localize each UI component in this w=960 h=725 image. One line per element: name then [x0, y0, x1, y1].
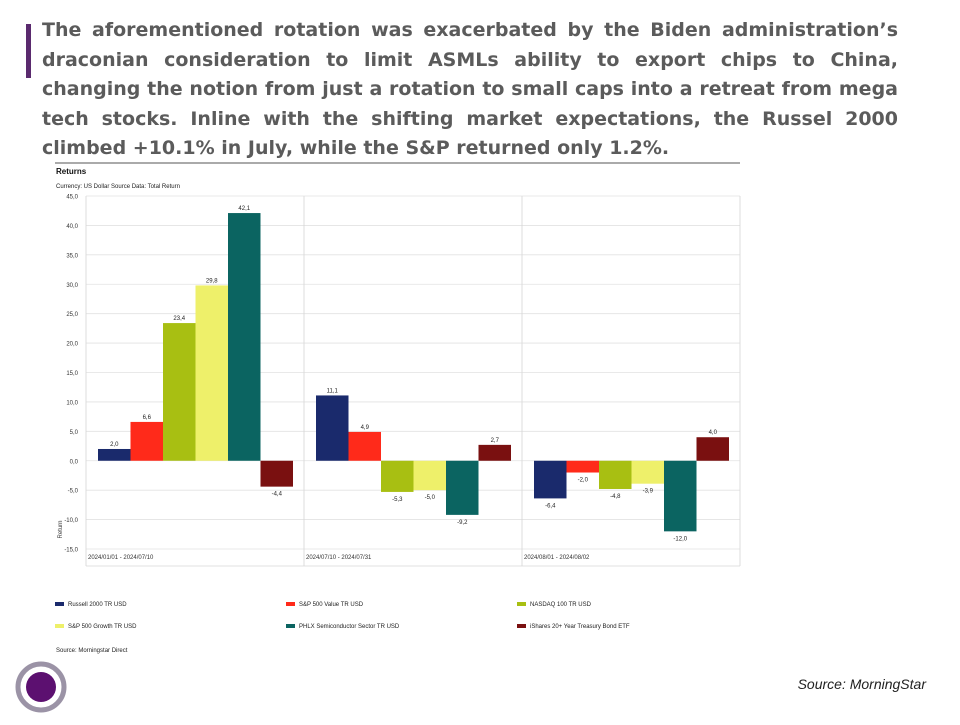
bar — [130, 421, 163, 461]
bar — [664, 460, 697, 532]
bar — [348, 431, 381, 461]
legend-swatch — [517, 602, 526, 606]
data-label: 6,6 — [143, 415, 152, 421]
y-tick-label: 10,0 — [66, 400, 78, 406]
data-label: 29,8 — [206, 278, 218, 284]
legend-label: PHLX Semiconductor Sector TR USD — [299, 624, 400, 630]
bar — [381, 460, 414, 492]
logo-icon — [15, 661, 67, 713]
accent-bar — [26, 24, 31, 78]
y-tick-label: -15,0 — [64, 548, 78, 554]
data-label: -2,0 — [578, 478, 589, 484]
legend-swatch — [286, 624, 295, 628]
bar — [163, 323, 196, 461]
data-label: 11,1 — [327, 388, 339, 394]
data-label: 23,4 — [173, 316, 185, 322]
y-tick-label: 40,0 — [66, 224, 78, 230]
bar — [696, 437, 729, 461]
chart-footnote: Source: Morningstar Direct — [56, 648, 128, 654]
data-label: 2,7 — [491, 438, 500, 444]
legend-label: S&P 500 Value TR USD — [299, 602, 364, 608]
data-label: 4,9 — [361, 425, 370, 431]
y-tick-label: 30,0 — [66, 283, 78, 289]
y-tick-label: 15,0 — [66, 371, 78, 377]
source-note: Source: MorningStar — [797, 676, 926, 692]
bar — [260, 460, 293, 487]
y-tick-label: -5,0 — [68, 489, 79, 495]
chart-subtitle: Currency: US Dollar Source Data: Total R… — [56, 184, 180, 190]
legend-swatch — [286, 602, 295, 606]
bar — [316, 395, 349, 461]
bar — [98, 448, 131, 461]
legend-label: NASDAQ 100 TR USD — [530, 602, 592, 608]
y-tick-label: 25,0 — [66, 312, 78, 318]
data-label: -5,3 — [392, 497, 403, 503]
legend-swatch — [55, 602, 64, 606]
bar — [413, 460, 446, 491]
legend-swatch — [517, 624, 526, 628]
bar — [566, 460, 599, 473]
data-label: -9,2 — [457, 520, 468, 526]
y-tick-label: 20,0 — [66, 342, 78, 348]
bar — [599, 460, 632, 489]
legend-swatch — [55, 624, 64, 628]
data-label: -12,0 — [673, 536, 687, 542]
headline-text: The aforementioned rotation was exacerba… — [42, 19, 898, 159]
legend-label: iShares 20+ Year Treasury Bond ETF — [530, 624, 630, 630]
y-tick-label: 0,0 — [70, 459, 79, 465]
bar — [534, 460, 567, 499]
y-tick-label: 5,0 — [70, 430, 79, 436]
data-label: 2,0 — [110, 442, 119, 448]
bar — [478, 444, 511, 461]
data-label: -4,4 — [272, 492, 283, 498]
bar — [446, 460, 479, 515]
data-label: -3,9 — [643, 489, 654, 495]
bar — [228, 213, 261, 461]
data-label: -4,8 — [610, 494, 621, 500]
y-tick-label: 35,0 — [66, 253, 78, 259]
x-category-label: 2024/07/10 - 2024/07/31 — [306, 555, 372, 561]
y-tick-label: 45,0 — [66, 195, 78, 201]
data-label: -5,0 — [425, 495, 436, 501]
x-category-label: 2024/08/01 - 2024/08/02 — [524, 555, 590, 561]
chart-title: Returns — [56, 167, 87, 176]
bar — [631, 460, 664, 484]
data-label: -6,4 — [545, 503, 556, 509]
y-axis-label: Return — [58, 520, 64, 538]
bar — [195, 285, 228, 461]
y-tick-label: -10,0 — [64, 518, 78, 524]
x-category-label: 2024/01/01 - 2024/07/10 — [88, 555, 154, 561]
data-label: 42,1 — [238, 206, 250, 212]
legend-label: S&P 500 Growth TR USD — [68, 624, 137, 630]
data-label: 4,0 — [709, 430, 718, 436]
legend-label: Russell 2000 TR USD — [68, 602, 127, 608]
